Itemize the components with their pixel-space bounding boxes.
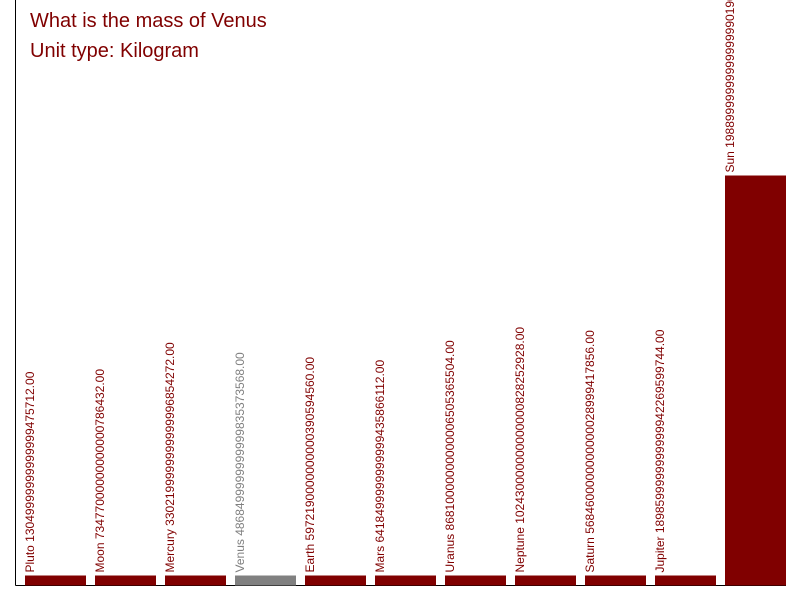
bar-mars (375, 575, 436, 586)
data-label-mars: Mars 6418499999999999435866112.00 (373, 360, 387, 573)
data-label-mercury: Mercury 3302199999999999996854272.00 (163, 342, 177, 573)
data-label-uranus: Uranus 86810000000000006505365504.00 (443, 340, 457, 573)
bar-moon (95, 575, 156, 586)
bar-saturn (585, 575, 646, 586)
data-label-earth: Earth 5972190000000000390594560.00 (303, 357, 317, 573)
bar-uranus (445, 575, 506, 586)
bar-mercury (165, 575, 226, 586)
bar-jupiter (655, 575, 716, 586)
data-label-jupiter: Jupiter 1898599999999999942269599744.00 (653, 329, 667, 572)
data-label-saturn: Saturn 5684600000000000028999417856.00 (583, 330, 597, 573)
chart-subtitle: Unit type: Kilogram (30, 40, 199, 62)
bar-sun (725, 175, 786, 586)
bar-earth (305, 575, 366, 586)
data-label-pluto: Pluto 13049999999999999475712.00 (23, 371, 37, 572)
data-label-venus: Venus 4868499999999999835373568.00 (233, 352, 247, 573)
data-label-neptune: Neptune 102430000000000000828252928.00 (513, 327, 527, 573)
bar-venus (235, 575, 296, 586)
chart-title: What is the mass of Venus (30, 10, 267, 32)
data-label-moon: Moon 73477000000000000786432.00 (93, 369, 107, 573)
data-label-sun: Sun 19889999999999999990190 (723, 0, 737, 173)
bar-neptune (515, 575, 576, 586)
bar-pluto (25, 575, 86, 586)
